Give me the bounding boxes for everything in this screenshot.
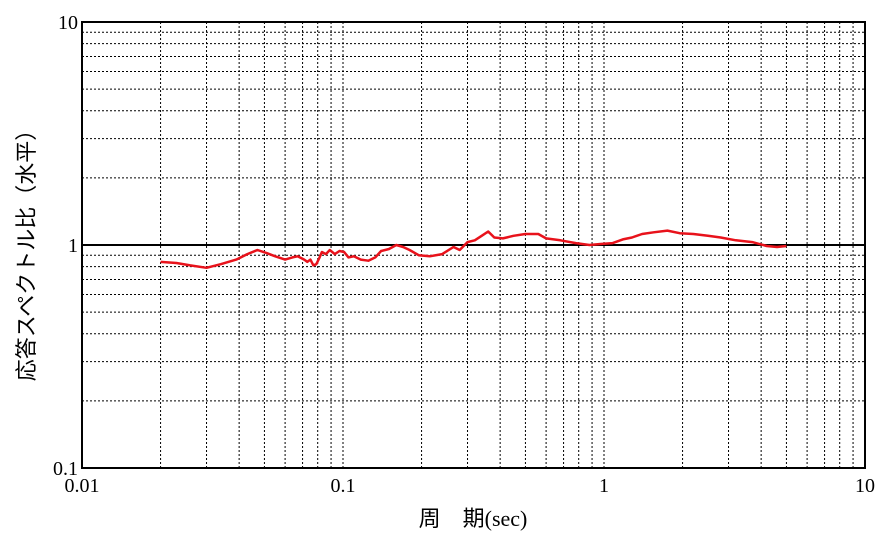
x-tick-label: 10 — [855, 475, 875, 497]
y-tick-label: 10 — [58, 12, 78, 34]
x-axis-title: 周 期(sec) — [419, 506, 528, 532]
x-tick-label: 1 — [599, 475, 609, 497]
plot-frame — [81, 21, 866, 469]
y-axis-title: 応答スペクトル比（水平） — [15, 119, 40, 381]
x-tick-label: 0.1 — [331, 475, 356, 497]
x-tick-label: 0.01 — [65, 475, 100, 497]
series-line — [160, 229, 787, 270]
x-axis-title-unit: (sec) — [485, 506, 528, 531]
y-tick-label: 0.1 — [53, 458, 78, 480]
y-tick-label: 1 — [68, 235, 78, 257]
series-layer — [160, 229, 787, 270]
grid — [82, 22, 865, 468]
x-axis-title-main: 周 期 — [419, 507, 485, 532]
